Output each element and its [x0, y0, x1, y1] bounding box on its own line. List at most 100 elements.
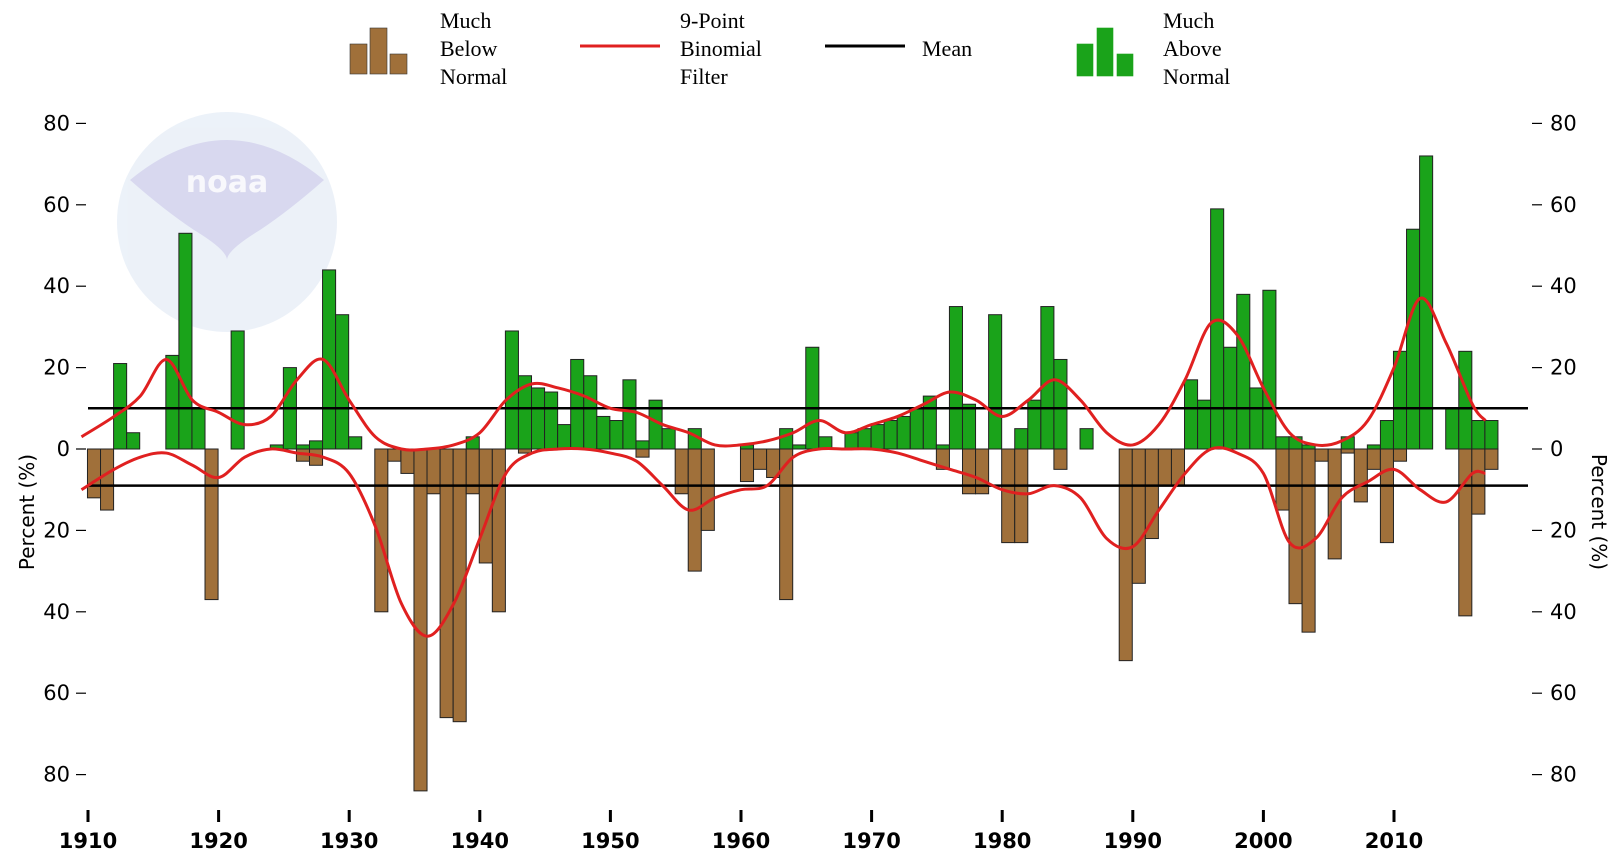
x-tick-label: 1920: [189, 829, 247, 853]
x-tick-label: 1910: [59, 829, 117, 853]
bar-above-1951: [622, 379, 637, 450]
bar-above-1986: [1079, 428, 1094, 450]
bar-above-1927: [308, 440, 324, 450]
bar-above-1948: [583, 375, 598, 450]
bar-above-1975: [935, 444, 950, 450]
bar-below-1943: [517, 448, 533, 454]
bar-above-1921: [230, 330, 245, 450]
noaa-logo: noaa: [117, 112, 337, 332]
legend-above-line-1: Much: [1163, 8, 1214, 33]
bar-above-2008: [1366, 444, 1381, 450]
bar-below-1932: [374, 448, 389, 613]
bar-below-2017: [1484, 448, 1499, 470]
bar-above-1999: [1249, 387, 1264, 450]
y-tick-right-label: 20: [1550, 356, 1577, 380]
bar-above-1971: [883, 420, 898, 450]
y-tick-left-label: 40: [43, 274, 70, 298]
y-tick-left-label: 80: [43, 763, 70, 787]
filter-line-below: [80, 446, 1486, 638]
bar-below-2002: [1288, 448, 1303, 605]
bar-above-1973: [909, 407, 924, 450]
y-tick-right-label: 60: [1550, 193, 1577, 217]
bar-above-1994: [1184, 379, 1199, 450]
bar-above-1929: [335, 314, 350, 450]
bar-below-1910: [86, 448, 102, 499]
bar-below-1933: [387, 448, 402, 462]
bar-above-2016: [1471, 420, 1486, 450]
bar-above-2009: [1379, 420, 1394, 450]
bar-above-1952: [635, 440, 650, 450]
bar-below-2006: [1340, 448, 1355, 454]
y-tick-right-label: 40: [1550, 600, 1577, 624]
bar-above-1918: [191, 407, 206, 450]
bar-above-1976: [948, 306, 963, 450]
legend-filter-line-3: Filter: [680, 64, 728, 89]
bar-above-2011: [1406, 228, 1421, 450]
y-tick-left-label: 20: [43, 356, 70, 380]
y-tick-right-label: 80: [1550, 763, 1577, 787]
bar-below-1992: [1157, 448, 1172, 487]
bar-below-1957: [700, 448, 715, 531]
bar-above-1996: [1210, 208, 1225, 450]
x-tick-label: 1970: [842, 829, 900, 853]
bar-below-1991: [1144, 448, 1159, 540]
bar-above-1913: [126, 432, 141, 450]
bar-above-1964: [792, 444, 807, 450]
bar-above-1970: [870, 424, 885, 450]
bar-above-2017: [1484, 420, 1499, 450]
bar-below-1984: [1053, 448, 1068, 470]
bar-below-1938: [452, 448, 467, 723]
bar-below-1935: [413, 448, 428, 792]
bar-below-2008: [1366, 448, 1381, 470]
bar-below-1981: [1014, 448, 1029, 544]
bar-below-2016: [1471, 448, 1486, 515]
bar-below-1939: [465, 448, 480, 495]
x-tick-label: 1950: [581, 829, 639, 853]
legend-filter-line-2: Binomial: [680, 36, 762, 61]
bar-above-1984: [1053, 358, 1068, 450]
legend-mean-label: Mean: [922, 36, 972, 61]
legend-above: Much Above Normal: [1076, 8, 1230, 89]
mean-lines: [88, 407, 1528, 487]
bar-below-1955: [674, 448, 689, 495]
bars: [86, 155, 1499, 792]
bar-below-1990: [1131, 448, 1146, 584]
bar-below-1911: [100, 448, 115, 511]
bar-below-1980: [1001, 448, 1016, 544]
bar-above-1945: [544, 391, 559, 450]
legend-mean: Mean: [825, 36, 972, 61]
bar-above-1979: [988, 314, 1003, 450]
brown-bars-icon: [349, 27, 408, 75]
bar-above-1963: [779, 428, 794, 450]
bar-above-1969: [857, 428, 872, 450]
bar-above-1912: [113, 363, 128, 450]
bar-below-1989: [1118, 448, 1133, 662]
y-tick-right-label: 40: [1550, 274, 1577, 298]
bar-above-1997: [1223, 346, 1238, 450]
bar-above-1954: [661, 428, 676, 450]
logo-top-shape: [130, 140, 324, 260]
bar-below-2007: [1353, 448, 1368, 503]
bar-below-1978: [975, 448, 990, 495]
bar-below-1952: [635, 448, 650, 458]
x-tick-label: 1960: [712, 829, 770, 853]
x-tick-label: 1940: [451, 829, 509, 853]
bar-above-1972: [896, 415, 911, 450]
y-tick-right-label: 80: [1550, 111, 1577, 135]
x-tick-label: 1930: [320, 829, 378, 853]
bar-below-1936: [426, 448, 441, 495]
bar-below-2001: [1275, 448, 1290, 511]
legend-filter: 9-Point Binomial Filter: [580, 8, 762, 89]
bar-above-1981: [1014, 428, 1029, 450]
bar-above-1968: [844, 432, 859, 450]
bar-below-1919: [204, 448, 219, 601]
bar-above-1965: [805, 346, 820, 450]
x-tick-label: 1980: [973, 829, 1031, 853]
bar-above-2000: [1262, 289, 1277, 450]
y-tick-left-label: 80: [43, 111, 70, 135]
y-tick-right-label: 20: [1550, 518, 1577, 542]
bar-below-2009: [1379, 448, 1394, 544]
bar-above-2014: [1445, 407, 1460, 450]
bar-below-1941: [491, 448, 506, 613]
